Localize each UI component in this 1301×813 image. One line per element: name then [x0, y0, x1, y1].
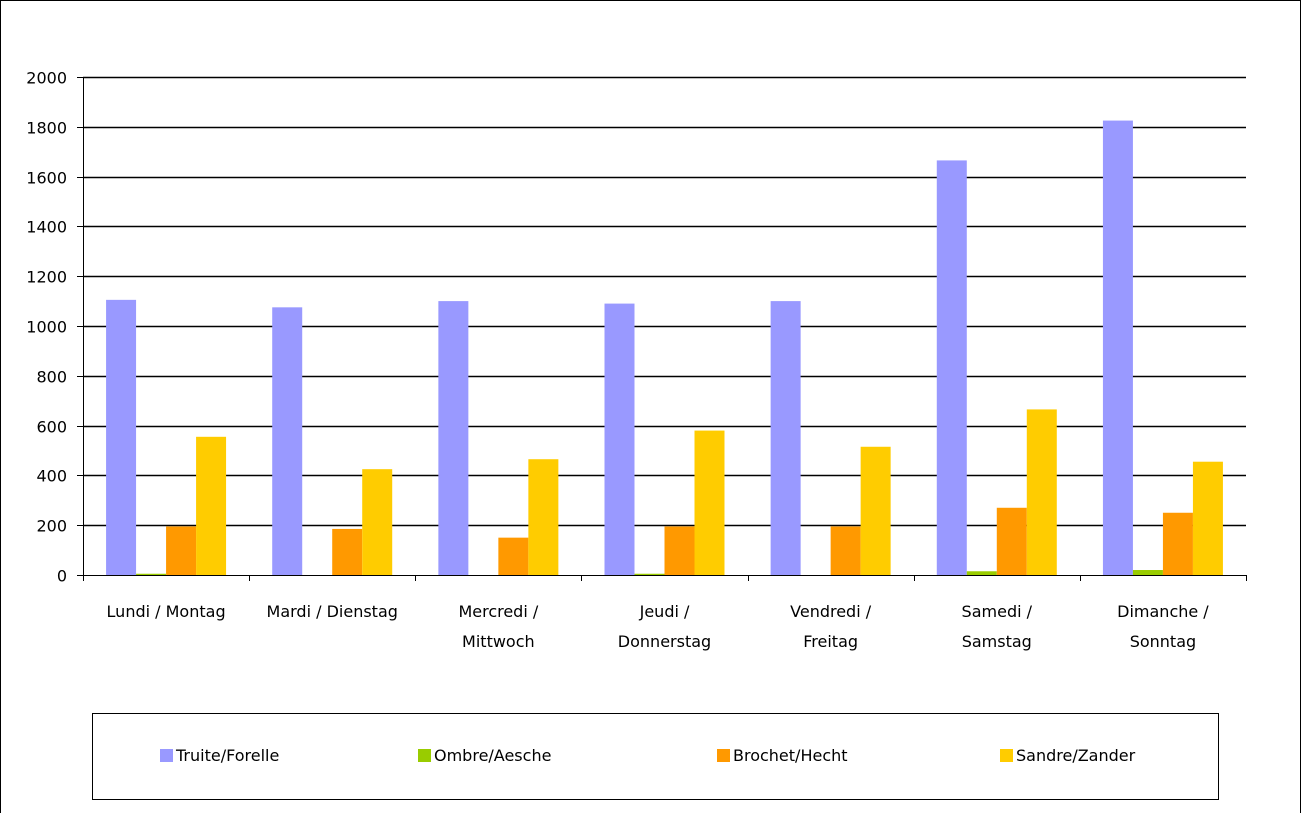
- bar: [634, 573, 665, 575]
- x-category-labels: Lundi / Montag Mardi / Dienstag Mercredi /…: [107, 602, 1210, 651]
- bar: [1162, 512, 1193, 575]
- x-category-label: Samstag: [962, 632, 1032, 651]
- bar: [1132, 570, 1163, 575]
- legend-swatch: [160, 749, 173, 762]
- y-tick-label: 800: [36, 368, 67, 387]
- bar: [272, 307, 303, 575]
- legend-label: Brochet/Hecht: [733, 746, 848, 765]
- y-tick-label: 1400: [26, 218, 67, 237]
- bar: [362, 469, 393, 575]
- x-category-label: Freitag: [803, 632, 858, 651]
- bar: [332, 528, 363, 575]
- bar: [136, 573, 167, 575]
- y-tick-label: 200: [36, 517, 67, 536]
- bar: [770, 301, 801, 575]
- bars: [106, 120, 1223, 576]
- bar: [106, 299, 137, 575]
- y-tick-label: 2000: [26, 69, 67, 88]
- legend: Truite/Forelle Ombre/Aesche Brochet/Hecht S…: [92, 713, 1219, 800]
- bar: [966, 571, 997, 575]
- y-tick-label: 1800: [26, 119, 67, 138]
- y-tick-label: 1600: [26, 169, 67, 188]
- x-category-label: Lundi / Montag: [107, 602, 226, 621]
- x-category-label: Samedi /: [962, 602, 1033, 621]
- legend-box: [92, 713, 1219, 800]
- x-category-label: Mercredi /: [458, 602, 538, 621]
- bar: [996, 507, 1027, 575]
- legend-swatch: [717, 749, 730, 762]
- bar: [438, 301, 469, 575]
- bar: [528, 459, 559, 575]
- legend-label: Ombre/Aesche: [434, 746, 551, 765]
- y-tick-label: 400: [36, 467, 67, 486]
- bar: [936, 160, 967, 576]
- bar: [166, 526, 197, 575]
- y-tick-labels: 0 200 400 600 800 1000 1200 1400 1600 1800 2000: [26, 69, 67, 586]
- bar: [196, 436, 227, 575]
- legend-swatch: [1000, 749, 1013, 762]
- bar: [498, 537, 529, 575]
- x-category-label: Jeudi /: [639, 602, 690, 621]
- legend-label: Truite/Forelle: [175, 746, 279, 765]
- x-category-label: Mittwoch: [462, 632, 535, 651]
- x-category-label: Sonntag: [1130, 632, 1196, 651]
- bar: [1102, 120, 1133, 575]
- y-tick-label: 600: [36, 418, 67, 437]
- y-tick-label: 0: [57, 567, 67, 586]
- y-tick-label: 1000: [26, 318, 67, 337]
- x-category-label: Vendredi /: [790, 602, 872, 621]
- bar: [1192, 461, 1223, 575]
- bar: [830, 526, 861, 575]
- bar: [1026, 409, 1057, 575]
- bar: [694, 430, 725, 575]
- x-category-label: Donnerstag: [618, 632, 711, 651]
- bar: [664, 526, 695, 575]
- legend-swatch: [418, 749, 431, 762]
- bar: [604, 303, 635, 575]
- y-tick-label: 1200: [26, 268, 67, 287]
- axes: [83, 77, 1247, 581]
- bar: [860, 446, 891, 575]
- legend-label: Sandre/Zander: [1016, 746, 1136, 765]
- x-category-label: Dimanche /: [1117, 602, 1209, 621]
- x-category-label: Mardi / Dienstag: [267, 602, 398, 621]
